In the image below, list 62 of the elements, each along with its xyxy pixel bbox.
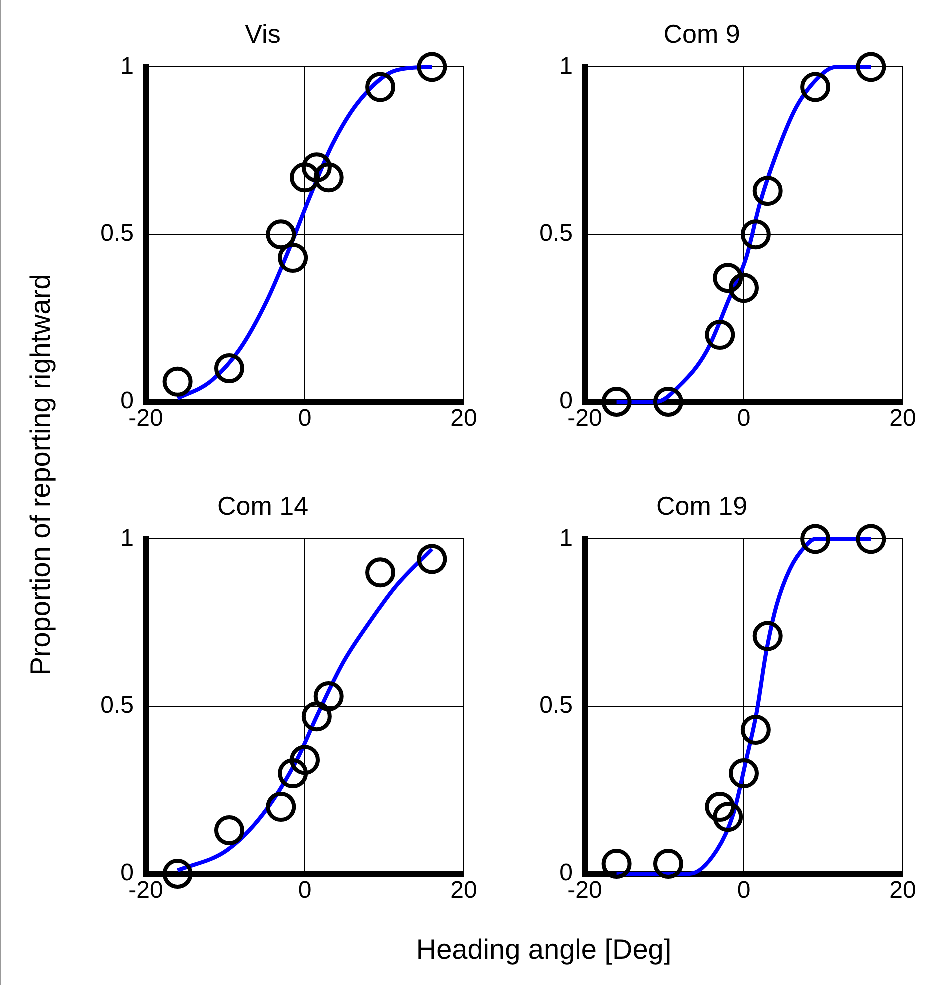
x-tick-label: 20 — [890, 877, 916, 904]
x-tick-label: 0 — [737, 877, 751, 904]
point — [417, 52, 448, 82]
y-tick-label: 0 — [120, 388, 134, 415]
point — [729, 758, 759, 789]
x-tick-label: 20 — [450, 405, 478, 432]
point — [290, 745, 320, 776]
y-tick-label: 0.5 — [540, 220, 573, 248]
point — [266, 220, 296, 250]
point — [713, 263, 744, 294]
chart-title: Com 9 — [664, 18, 740, 49]
point — [366, 558, 396, 588]
x-tick-label: 0 — [298, 877, 312, 904]
point — [653, 387, 684, 417]
point — [752, 621, 783, 652]
point — [162, 859, 193, 889]
point — [290, 162, 320, 193]
y-tick-label: 0.5 — [540, 692, 573, 720]
point — [602, 387, 632, 417]
y-tick-label: 1 — [560, 52, 573, 80]
point — [800, 524, 831, 554]
point — [266, 792, 296, 822]
point — [713, 802, 744, 832]
x-axis-title: Heading angle [Deg] — [416, 934, 672, 966]
point — [302, 702, 332, 732]
point — [314, 682, 344, 712]
y-tick-label: 0 — [120, 860, 134, 887]
point — [705, 792, 736, 822]
y-tick-label: 1 — [120, 52, 134, 80]
chart-title: Com 14 — [217, 490, 309, 521]
point — [417, 544, 448, 574]
y-tick-label: 1 — [560, 524, 573, 552]
x-tick-label: 20 — [450, 877, 478, 904]
point — [302, 152, 332, 183]
point — [856, 524, 886, 554]
point — [314, 162, 344, 193]
point — [366, 72, 396, 102]
point — [653, 848, 684, 879]
y-tick-label: 0 — [560, 388, 573, 415]
point — [740, 220, 771, 250]
point — [278, 243, 308, 274]
y-tick-label: 1 — [120, 524, 134, 552]
x-tick-label: 0 — [737, 405, 751, 432]
point — [214, 354, 244, 384]
point — [729, 273, 759, 304]
chart-title: Vis — [245, 18, 281, 49]
point — [214, 815, 244, 846]
point — [162, 366, 193, 397]
x-tick-label: 0 — [298, 405, 312, 432]
y-tick-label: 0.5 — [100, 692, 134, 720]
y-axis-title: Proportion of reporting rightward — [25, 274, 57, 676]
y-tick-label: 0 — [560, 860, 573, 887]
point — [278, 758, 308, 789]
point — [740, 715, 771, 746]
x-tick-label: 20 — [890, 405, 916, 432]
point — [752, 176, 783, 206]
y-tick-label: 0.5 — [100, 220, 134, 248]
point — [856, 52, 886, 82]
point — [705, 320, 736, 350]
point — [602, 848, 632, 879]
chart-title: Com 19 — [656, 490, 748, 521]
point — [800, 72, 831, 102]
